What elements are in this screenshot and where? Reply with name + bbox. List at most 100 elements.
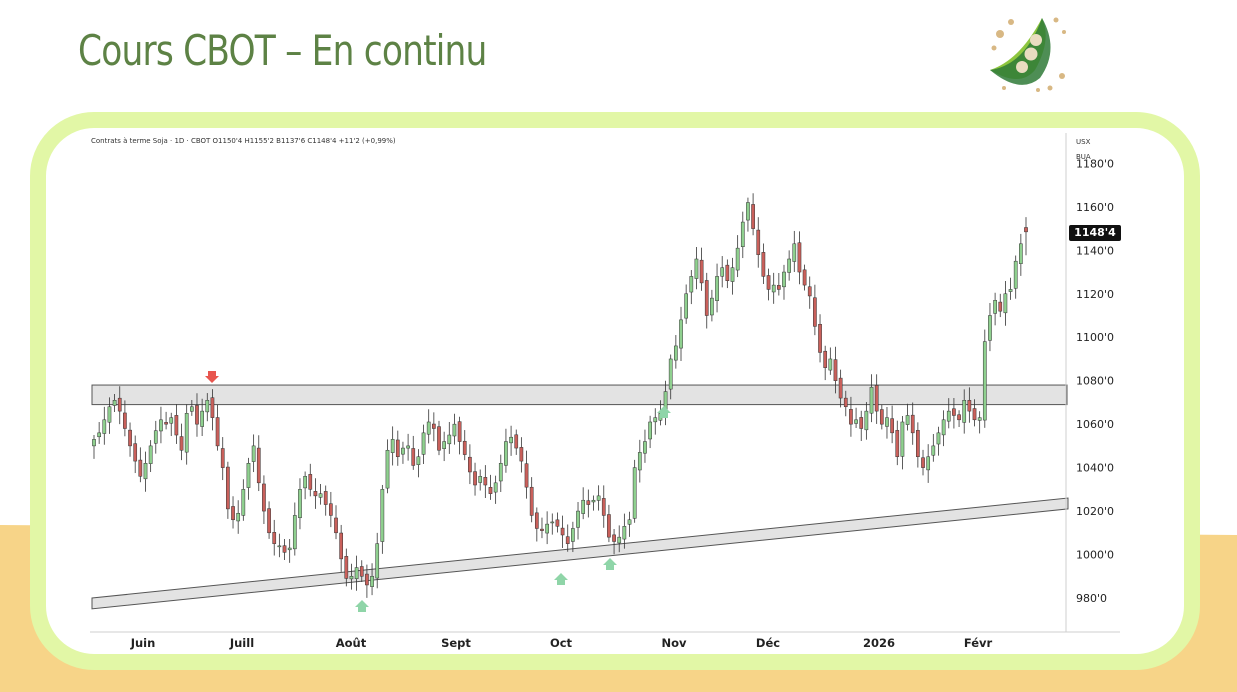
candle-body <box>565 536 570 544</box>
y-tick-label: 1160'0 <box>1076 201 1114 214</box>
candle-body <box>442 441 446 449</box>
candle-body <box>195 405 199 425</box>
unit-label: BUA <box>1076 153 1091 161</box>
y-tick-label: 1000'0 <box>1076 549 1114 562</box>
candle-body <box>622 526 627 540</box>
candle-body <box>1003 293 1008 314</box>
candle-body <box>617 536 622 544</box>
candle-body <box>704 280 709 316</box>
candle-body <box>488 487 493 494</box>
candle-body <box>962 400 967 423</box>
x-tick-label: Déc <box>756 636 780 650</box>
candle-body <box>735 247 740 271</box>
candle-body <box>720 267 725 277</box>
candle-body <box>957 414 961 421</box>
candle-body <box>318 493 323 498</box>
candle-body <box>972 408 977 421</box>
candle-body <box>241 489 246 516</box>
candle-body <box>601 498 606 516</box>
candle-body <box>380 489 385 542</box>
candle-body <box>900 421 905 457</box>
marker-arrow-up <box>554 573 568 585</box>
candle-body <box>359 566 364 577</box>
candle-body <box>1008 289 1013 292</box>
y-tick-label: 1040'0 <box>1076 462 1114 475</box>
candle-body <box>184 413 189 453</box>
y-tick-label: 1140'0 <box>1076 244 1114 257</box>
candle-body <box>859 417 864 429</box>
candle-body <box>174 415 179 436</box>
candle-body <box>643 441 647 454</box>
candle-body <box>921 457 925 468</box>
candle-body <box>262 483 266 512</box>
trend-channel <box>91 497 1069 610</box>
candle-body <box>164 422 168 425</box>
candle-body <box>504 441 508 466</box>
candle-body <box>365 573 369 586</box>
candle-body <box>591 499 596 503</box>
candle-body <box>468 456 472 473</box>
candle-body <box>349 576 354 580</box>
candle-body <box>632 467 637 519</box>
candle-body <box>189 406 194 412</box>
candle-body <box>653 417 658 423</box>
candle-body <box>452 423 457 437</box>
candle-body <box>967 400 972 412</box>
candle-body <box>200 410 204 427</box>
page-title: Cours CBOT – En continu <box>78 26 487 75</box>
x-tick-label: Juin <box>130 636 156 650</box>
candle-body <box>509 436 513 444</box>
candle-body <box>998 301 1003 312</box>
y-tick-label: 1100'0 <box>1076 331 1114 344</box>
candle-body <box>478 476 483 483</box>
candle-body <box>668 358 673 390</box>
candle-body <box>112 400 117 406</box>
candle-body <box>936 432 941 445</box>
candle-body <box>648 421 652 440</box>
candle-body <box>138 459 143 477</box>
candle-body <box>941 419 946 436</box>
candle-body <box>375 543 380 579</box>
candle-body <box>890 418 894 434</box>
candle-body <box>725 264 730 281</box>
candle-body <box>334 517 338 534</box>
candle-body <box>102 419 107 434</box>
candle-body <box>988 315 992 341</box>
currency-label: USX <box>1076 138 1091 146</box>
candle-body <box>395 439 400 458</box>
candle-body <box>581 499 586 514</box>
candle-body <box>1013 260 1018 289</box>
candle-body <box>782 271 786 288</box>
candle-body <box>267 508 271 534</box>
y-tick-label: 1060'0 <box>1076 418 1114 431</box>
support-resistance-zone <box>91 384 1068 406</box>
candle-body <box>370 576 374 587</box>
current-price-tag: 1148'4 <box>1069 225 1121 241</box>
candle-body <box>869 386 874 414</box>
x-tick-label: Août <box>336 636 367 650</box>
candle-body <box>838 377 843 399</box>
candle-body <box>756 229 761 255</box>
candle-body <box>133 443 138 462</box>
candle-body <box>251 445 256 462</box>
marker-arrow-up <box>657 406 671 418</box>
candle-body <box>854 419 858 424</box>
candle-body <box>766 275 771 290</box>
candle-body <box>220 448 225 468</box>
candle-body <box>792 243 797 262</box>
candle-body <box>905 415 910 425</box>
candle-body <box>818 324 822 353</box>
candle-body <box>272 532 277 544</box>
candle-body <box>287 547 292 551</box>
candle-body <box>128 429 132 447</box>
candle-body <box>256 447 261 484</box>
candle-body <box>627 519 632 525</box>
candle-body <box>776 285 781 290</box>
x-tick-label: Nov <box>661 636 687 650</box>
candle-body <box>159 419 163 432</box>
candle-body <box>215 417 220 447</box>
candle-body <box>473 471 477 486</box>
candle-body <box>416 456 421 465</box>
y-tick-label: 1120'0 <box>1076 288 1114 301</box>
